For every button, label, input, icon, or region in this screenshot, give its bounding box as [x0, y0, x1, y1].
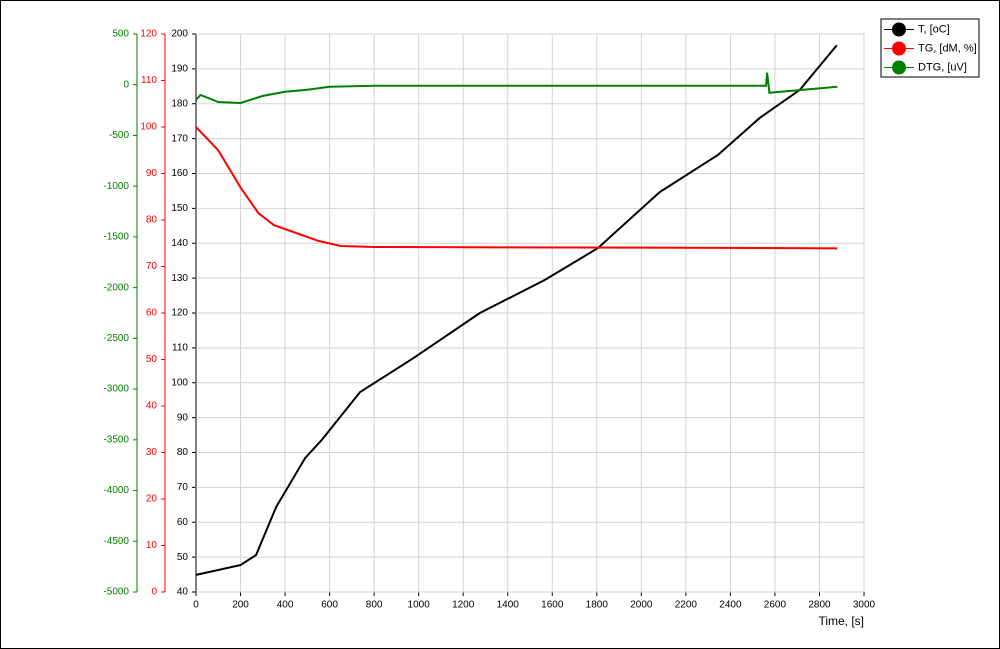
y-tick-label: -5000	[103, 587, 129, 598]
y-tick-label: 80	[146, 215, 158, 226]
y-tick-label: 130	[171, 273, 188, 284]
data-line	[195, 44, 838, 576]
y-tick-label: 70	[177, 482, 189, 493]
legend-marker	[892, 22, 906, 37]
data-line	[195, 72, 838, 105]
y-tick-label: 120	[140, 29, 157, 40]
x-tick-label: 2800	[808, 600, 831, 611]
x-axis-title: Time, [s]	[818, 614, 864, 628]
y-tick-label: 100	[140, 122, 157, 133]
y-tick-label: 150	[171, 203, 188, 214]
y-tick-label: -4000	[103, 485, 129, 496]
y-tick-label: 500	[112, 29, 129, 40]
y-tick-label: 160	[171, 168, 188, 179]
x-tick-label: 1000	[408, 600, 431, 611]
y-tick-label: 60	[146, 308, 158, 319]
y-tick-label: 40	[146, 401, 158, 412]
x-tick-label: 2000	[630, 600, 653, 611]
data-line	[195, 126, 838, 250]
y-tick-label: -3000	[103, 384, 129, 395]
x-tick-label: 2200	[675, 600, 698, 611]
y-tick-label: 70	[146, 261, 158, 272]
legend-label: T, [oC]	[918, 23, 950, 35]
y-tick-label: 100	[171, 377, 188, 388]
y-tick-label: 60	[177, 517, 189, 528]
y-tick-label: 50	[177, 552, 189, 563]
y-tick-label: 180	[171, 98, 188, 109]
y-tick-label: -500	[109, 130, 129, 141]
y-tick-label: 90	[146, 168, 158, 179]
y-tick-label: 30	[146, 447, 158, 458]
legend-marker	[892, 60, 906, 75]
x-tick-label: 2400	[719, 600, 742, 611]
y-tick-label: -1500	[103, 232, 129, 243]
y-tick-label: 10	[146, 540, 158, 551]
y-tick-label: 0	[123, 79, 129, 90]
x-tick-label: 800	[366, 600, 383, 611]
x-tick-label: 1400	[497, 600, 520, 611]
x-tick-label: 0	[193, 600, 199, 611]
x-tick-label: 200	[232, 600, 249, 611]
y-tick-label: 50	[146, 354, 158, 365]
y-tick-label: -2000	[103, 282, 129, 293]
x-tick-label: 1600	[541, 600, 564, 611]
y-tick-label: 190	[171, 64, 188, 75]
y-tick-label: 0	[151, 587, 157, 598]
y-tick-label: 110	[141, 75, 157, 86]
legend-marker	[892, 41, 906, 56]
x-tick-label: 600	[321, 600, 338, 611]
legend-label: DTG, [uV]	[918, 61, 967, 73]
y-tick-label: -3500	[103, 434, 129, 445]
x-tick-label: 2600	[764, 600, 787, 611]
y-tick-label: -1000	[103, 181, 129, 192]
y-tick-label: -4500	[103, 536, 129, 547]
y-tick-label: 110	[172, 343, 188, 354]
y-tick-label: 140	[171, 238, 188, 249]
y-tick-label: 80	[177, 447, 189, 458]
x-tick-label: 1200	[452, 600, 475, 611]
x-tick-label: 3000	[853, 600, 876, 611]
legend-label: TG, [dM, %]	[918, 42, 977, 54]
y-tick-label: 90	[177, 412, 189, 423]
y-tick-label: 170	[171, 133, 188, 144]
y-tick-label: -2500	[103, 333, 129, 344]
y-tick-label: 200	[171, 29, 188, 40]
y-tick-label: 120	[171, 308, 188, 319]
y-tick-label: 40	[177, 587, 189, 598]
x-tick-label: 1800	[586, 600, 609, 611]
x-tick-label: 400	[277, 600, 294, 611]
y-tick-label: 20	[146, 494, 158, 505]
